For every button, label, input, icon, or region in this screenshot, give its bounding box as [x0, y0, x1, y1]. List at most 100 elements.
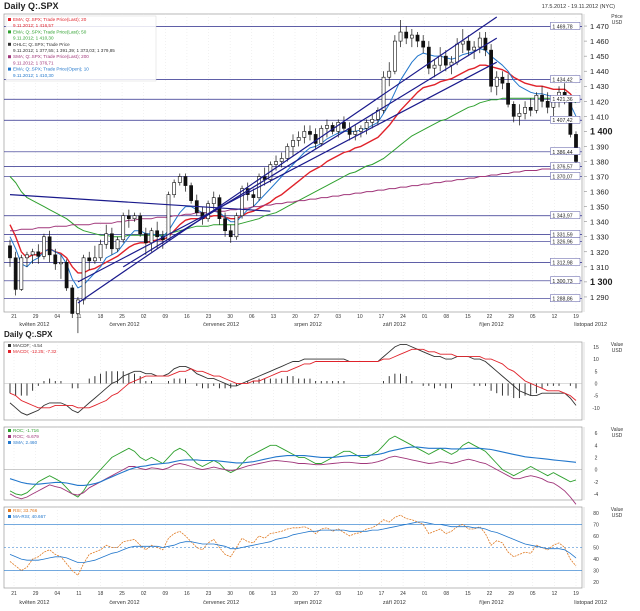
level-label-box [550, 294, 581, 302]
candle [325, 125, 329, 129]
panel-frame [3, 341, 583, 421]
legend-entry: SMA; 2.460 [13, 440, 37, 445]
candle [42, 236, 46, 257]
macd-tick-label: 0 [595, 381, 598, 387]
candle [409, 34, 414, 39]
level-label-box [550, 116, 581, 124]
y-tick-label: 1 430 [590, 82, 609, 91]
legend-swatch [8, 42, 11, 46]
x-tick-label: 10 [357, 314, 363, 320]
x-tick-label: 04 [54, 591, 60, 597]
x-tick-label: 18 [98, 591, 104, 597]
candle [534, 94, 539, 111]
candle [291, 140, 295, 147]
level-label: 1 312,98 [552, 260, 572, 266]
rsi-line [9, 514, 577, 576]
candle [511, 104, 516, 117]
legend-swatch [8, 67, 11, 71]
ma-line [10, 165, 577, 232]
axis-header: USD [612, 348, 623, 354]
candle [104, 233, 109, 245]
candle [494, 76, 499, 87]
candle [25, 254, 29, 259]
level-label-box [550, 258, 581, 266]
level-label: 1 407,42 [552, 118, 572, 124]
legend-swatch [8, 509, 11, 512]
candle [251, 194, 256, 198]
legend-entry: OHLC; Q:.SPX; Trade Price [13, 42, 70, 47]
legend-entry: 9.11.2012; 1 377,55; 1 391,39; 1 373,03;… [13, 48, 115, 53]
level-label-box [550, 75, 581, 83]
candle [302, 131, 307, 138]
axis-header: USD [612, 513, 623, 519]
x-tick-label: 22 [487, 314, 493, 320]
x-tick-label: 15 [465, 591, 471, 597]
y-tick-label: 1 360 [590, 188, 609, 197]
x-tick-label: 08 [444, 591, 450, 597]
roc-tick-label: 2 [595, 455, 598, 461]
x-tick-label: 19 [573, 314, 579, 320]
candle [359, 128, 363, 132]
legend-entry: RSI; 33.766 [13, 508, 38, 513]
macd-signal [9, 348, 577, 409]
level-label: 1 421,36 [552, 97, 572, 103]
x-tick-label: 01 [422, 591, 428, 597]
roc-sma-line [9, 446, 577, 486]
candle [500, 76, 505, 84]
legend-entry: EMA; Q:.SPX; Trade Price(Last); 20 [13, 17, 87, 22]
candle [126, 215, 131, 219]
candle [36, 251, 41, 257]
candle [455, 43, 460, 63]
month-label: listopad 2012 [574, 322, 607, 328]
level-label: 1 326,96 [552, 239, 572, 245]
rsi-tick-label: 50 [593, 546, 599, 552]
panel-frame [3, 426, 583, 501]
candle [172, 182, 177, 195]
panel-frame [3, 13, 583, 313]
x-tick-label: 29 [508, 314, 514, 320]
x-tick-label: 21 [11, 314, 17, 320]
macd-tick-label: 5 [595, 369, 598, 375]
candle [132, 215, 137, 219]
legend-swatch [8, 350, 11, 353]
legend-entry: 9.11.2012; 1 410,30 [13, 36, 54, 41]
x-tick-label: 05 [530, 314, 536, 320]
x-tick-label: 13 [271, 591, 277, 597]
legend-box [5, 15, 157, 82]
candle [189, 185, 193, 201]
candle [426, 46, 431, 69]
x-tick-label: 11 [76, 314, 81, 320]
axis-header: Value [611, 342, 624, 348]
month-label: červen 2012 [109, 322, 139, 328]
candle [115, 239, 120, 250]
month-label: srpen 2012 [294, 600, 322, 606]
x-tick-label: 23 [206, 591, 212, 597]
candle [523, 107, 527, 114]
legend-entry: 9.11.2012; 1 376,71 [13, 60, 54, 65]
level-label-box [550, 162, 581, 170]
x-tick-label: 04 [54, 314, 60, 320]
y-tick-label: 1 350 [590, 203, 609, 212]
level-label: 1 386,44 [552, 150, 572, 156]
x-tick-label: 17 [379, 314, 385, 320]
level-label-box [550, 276, 581, 285]
x-tick-label: 03 [335, 591, 341, 597]
y-tick-label: 1 320 [590, 248, 609, 257]
y-tick-label: 1 380 [590, 157, 609, 166]
candle [76, 299, 80, 314]
roc-tick-label: -2 [594, 480, 599, 486]
x-tick-label: 05 [530, 591, 536, 597]
x-tick-label: 21 [11, 591, 17, 597]
axis-header: Value [611, 427, 624, 433]
candle [211, 197, 216, 204]
candle [183, 176, 188, 186]
legend-swatch [8, 441, 11, 444]
candle [438, 55, 443, 66]
x-tick-label: 09 [163, 314, 169, 320]
x-tick-label: 16 [184, 314, 190, 320]
y-tick-label: 1 330 [590, 233, 609, 242]
trendline [9, 194, 271, 212]
level-label: 1 288,86 [552, 297, 572, 303]
